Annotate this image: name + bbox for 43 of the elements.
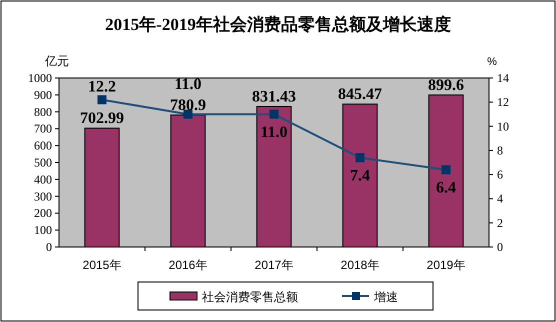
point: [356, 153, 364, 162]
data-label: 831.43: [252, 88, 296, 106]
data-label: 780.9: [170, 97, 206, 114]
x-tick-label: 2019年: [426, 258, 466, 272]
point: [98, 95, 106, 104]
y-tick-label: 400: [34, 172, 52, 186]
point: [442, 165, 450, 174]
chart-title: 2015年-2019年社会消费品零售总额及增长速度: [105, 15, 451, 34]
x-tick-label: 2018年: [340, 258, 380, 272]
y-tick-label: 900: [34, 88, 52, 102]
data-label: 11.0: [174, 76, 202, 94]
y-tick-label: 1000: [28, 71, 52, 85]
y2-tick-label: 14: [497, 71, 509, 85]
data-label: 899.6: [428, 76, 464, 94]
y-tick-label: 700: [34, 122, 52, 136]
data-label: 845.47: [338, 86, 382, 104]
y2-axis-title: %: [487, 56, 498, 68]
y2-tick-label: 0: [497, 240, 503, 254]
legend-label: 社会消费零售总额: [202, 290, 298, 304]
x-tick-label: 2017年: [254, 258, 294, 272]
y2-tick-label: 6: [497, 168, 503, 182]
y-tick-label: 600: [34, 138, 52, 153]
point: [270, 110, 278, 119]
y-tick-label: 100: [34, 223, 52, 238]
data-label: 12.2: [88, 78, 116, 96]
y-axis-title: 亿元: [44, 54, 69, 68]
data-label: 702.99: [80, 110, 124, 128]
y-tick-label: 200: [34, 206, 52, 220]
x-tick-label: 2016年: [168, 258, 208, 272]
y2-tick-label: 12: [497, 95, 509, 110]
y-tick-label: 0: [46, 240, 52, 254]
y-tick-label: 500: [34, 156, 52, 170]
y-tick-label: 800: [34, 104, 52, 119]
y2-tick-label: 8: [497, 143, 503, 158]
y2-tick-label: 2: [497, 216, 503, 230]
y-tick-label: 300: [34, 189, 52, 204]
data-label: 7.4: [350, 168, 370, 185]
data-label: 6.4: [436, 180, 456, 197]
data-label: 11.0: [260, 124, 288, 142]
x-tick-label: 2015年: [82, 258, 122, 272]
y2-tick-label: 10: [497, 119, 509, 134]
legend-label: 增速: [373, 290, 398, 304]
y2-tick-label: 4: [497, 192, 503, 206]
